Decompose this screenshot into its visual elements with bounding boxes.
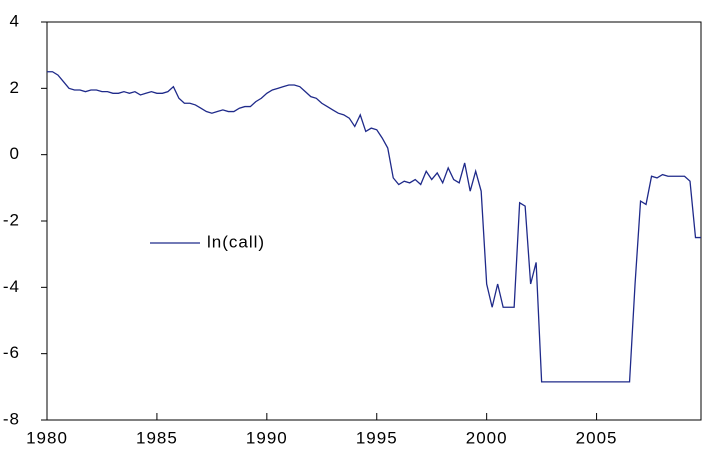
y-tick-label: -6 <box>3 343 20 362</box>
y-tick-label: 2 <box>10 78 20 97</box>
series-line <box>47 71 701 383</box>
legend-label: ln(call) <box>207 232 265 251</box>
y-tick-label: -8 <box>3 409 20 428</box>
x-tick-label: 1990 <box>246 428 288 447</box>
y-tick-label: -4 <box>3 277 20 296</box>
x-tick-label: 1980 <box>26 428 68 447</box>
y-tick-label: 4 <box>10 11 20 30</box>
y-tick-label: -2 <box>3 210 20 229</box>
y-tick-label: 0 <box>10 144 20 163</box>
x-tick-label: 1995 <box>356 428 398 447</box>
x-tick-label: 2005 <box>576 428 618 447</box>
plot-frame <box>46 21 702 421</box>
x-tick-label: 1985 <box>136 428 178 447</box>
x-tick-label: 2000 <box>466 428 508 447</box>
